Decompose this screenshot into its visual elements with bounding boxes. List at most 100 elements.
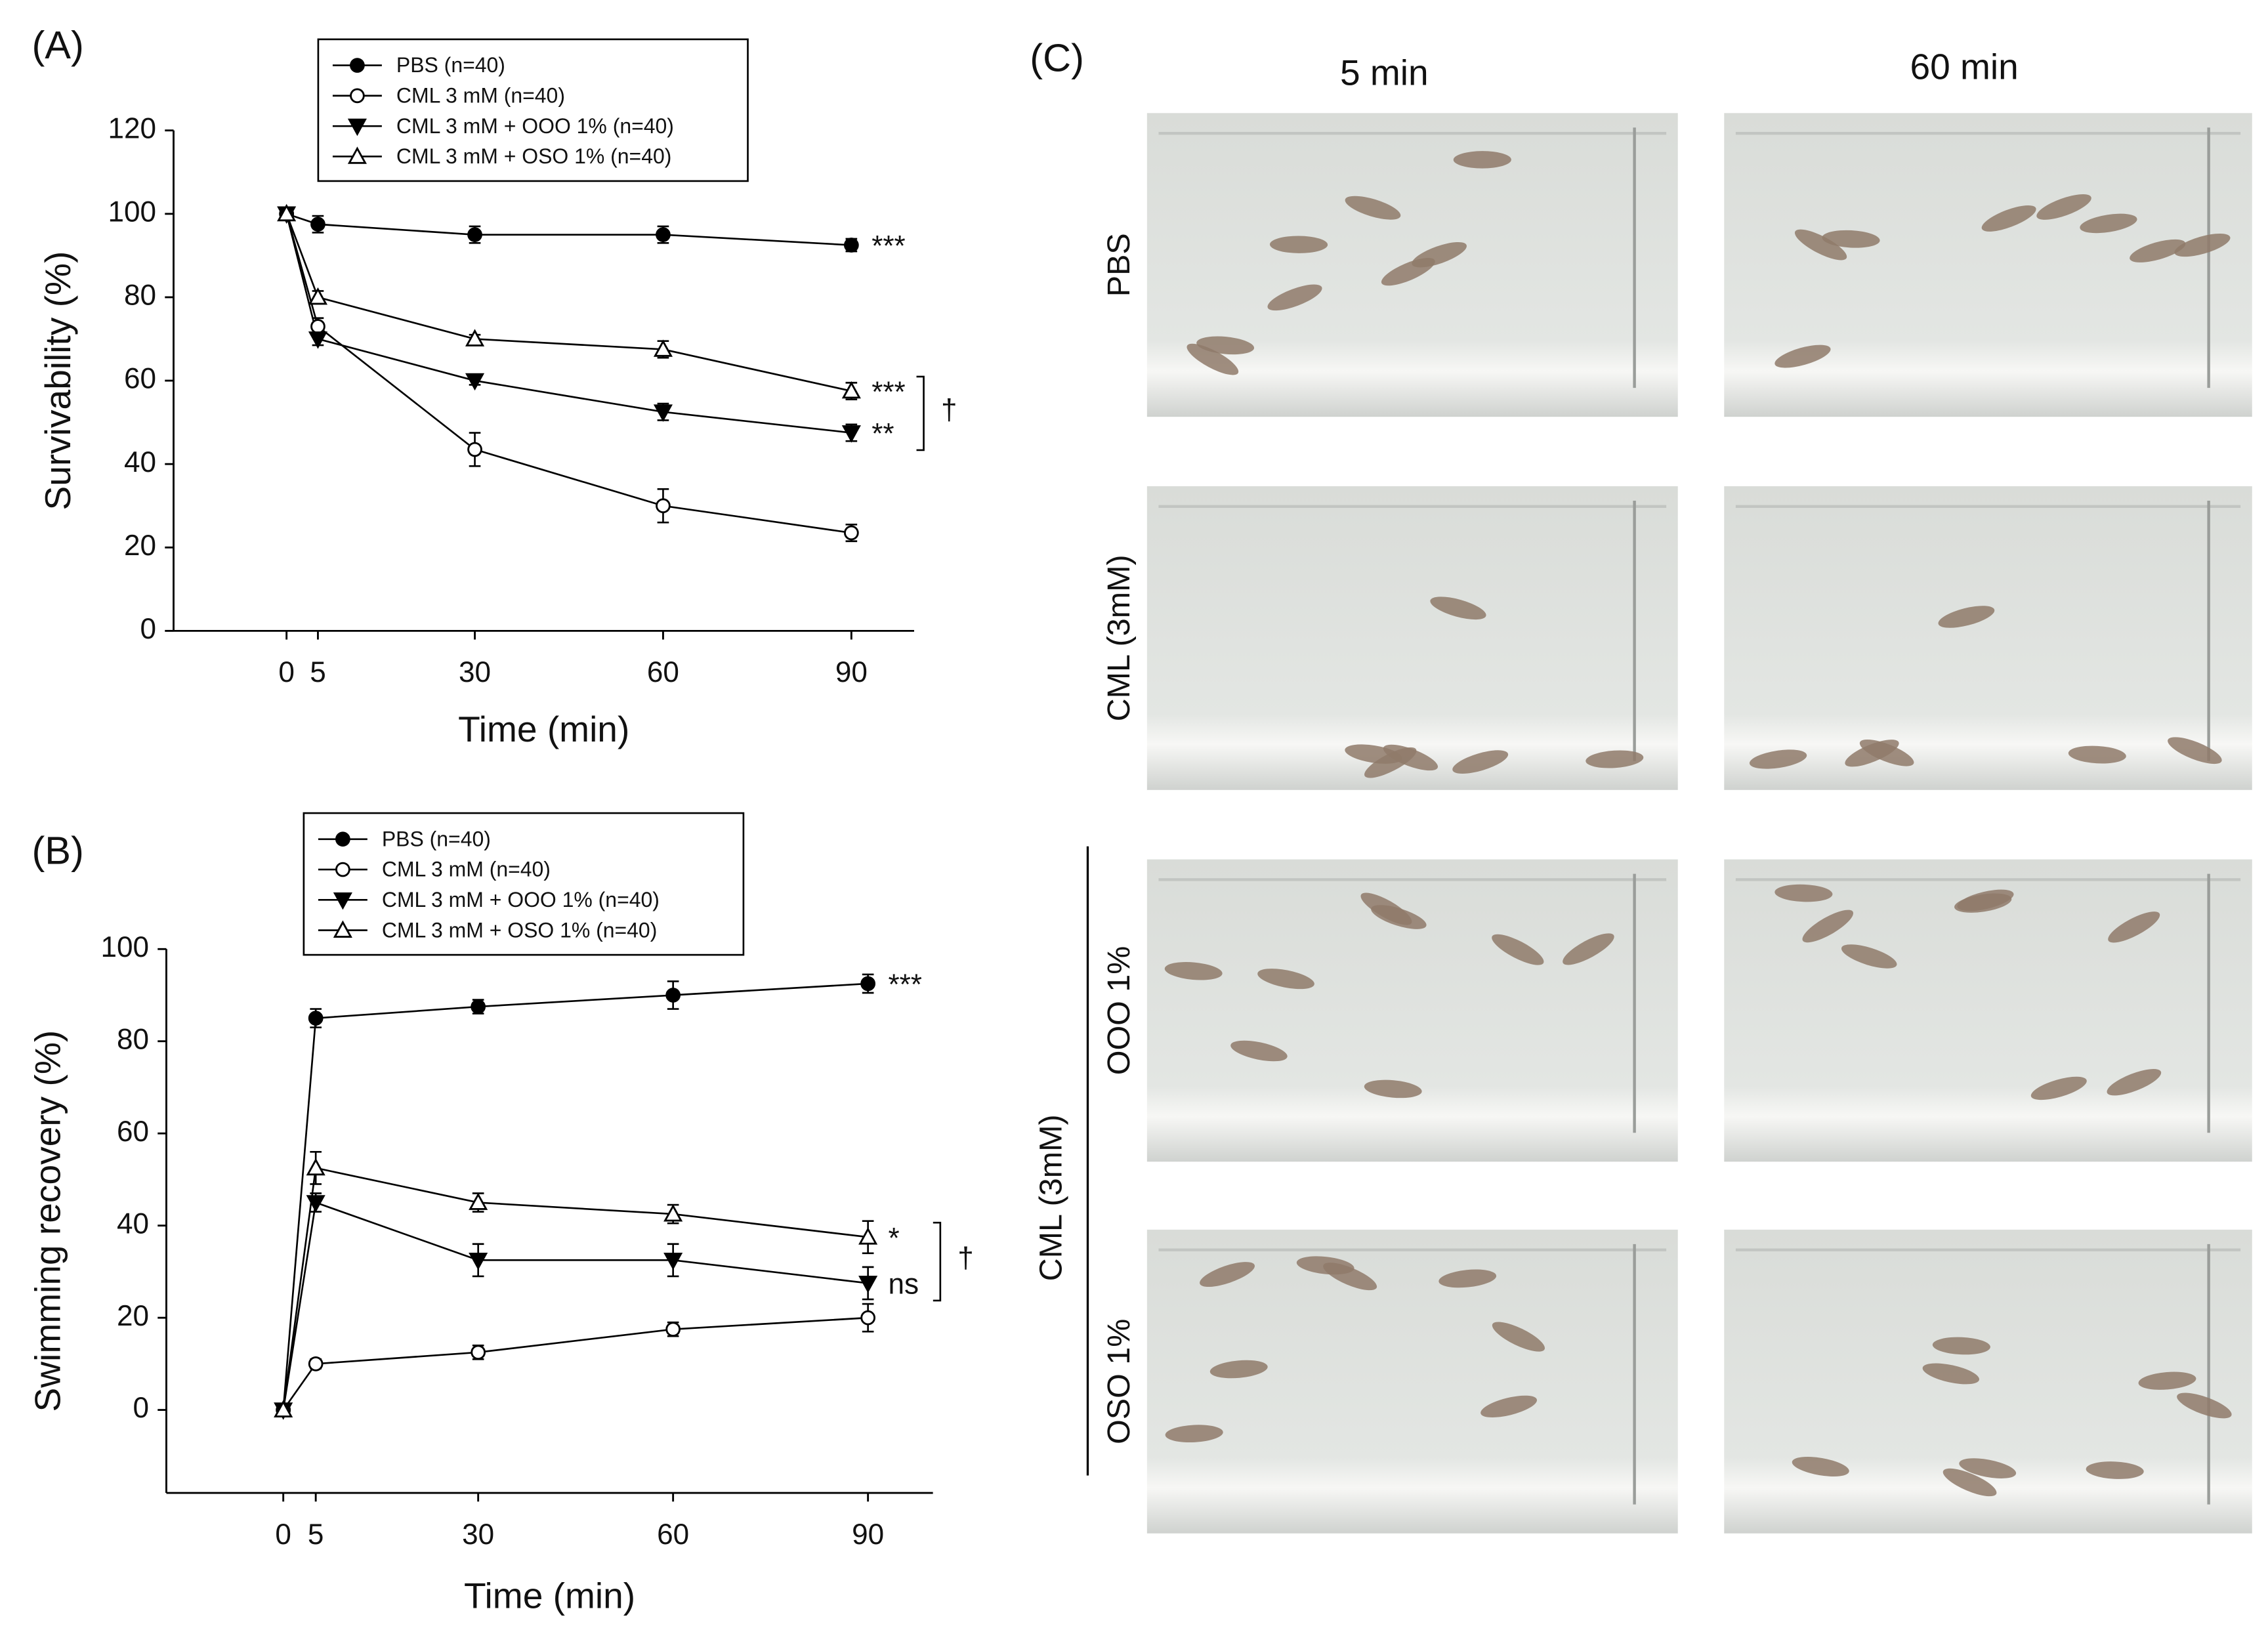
y-axis-label: Swimming recovery (%)	[28, 1030, 68, 1412]
marker	[656, 227, 671, 242]
annotation: *	[888, 1222, 899, 1254]
tank	[1146, 486, 1678, 790]
row-label: PBS	[1101, 233, 1137, 297]
x-tick-label: 90	[835, 656, 868, 688]
fish	[2177, 1392, 2232, 1419]
marker	[841, 425, 861, 443]
marker	[858, 1227, 878, 1245]
fish	[2068, 745, 2126, 764]
fish	[1383, 744, 1438, 771]
x-tick-label: 30	[459, 656, 491, 688]
fish	[1186, 343, 1239, 375]
marker	[274, 1400, 293, 1417]
annotation: **	[872, 418, 894, 450]
marker	[653, 339, 673, 357]
fish	[1209, 1360, 1268, 1379]
legend-label: CML 3 mM + OOO 1% (n=40)	[382, 888, 660, 911]
annotation: ***	[872, 376, 905, 408]
legend-label: CML 3 mM + OSO 1% (n=40)	[382, 918, 657, 942]
row-label: OOO 1%	[1101, 946, 1137, 1076]
legend-label: CML 3 mM (n=40)	[382, 858, 551, 881]
legend-marker	[347, 118, 367, 136]
marker	[860, 976, 875, 992]
photo	[1724, 113, 2252, 417]
fish	[1942, 1468, 1997, 1497]
photo	[1724, 1229, 2252, 1534]
marker	[665, 1322, 681, 1337]
marker	[465, 373, 485, 391]
series-line	[282, 982, 868, 1410]
fish	[2036, 194, 2091, 220]
row-label: OSO 1%	[1101, 1319, 1137, 1444]
group-label: CML (3mM)	[1033, 1114, 1068, 1281]
marker	[663, 1252, 683, 1270]
fish	[1269, 236, 1328, 253]
fish	[1200, 1262, 1255, 1287]
x-tick-label: 5	[308, 1518, 324, 1551]
y-tick-label: 60	[117, 1116, 149, 1148]
y-tick-label: 100	[108, 196, 156, 228]
legend-marker	[333, 892, 352, 910]
tank	[1724, 113, 2252, 417]
fish	[1412, 241, 1467, 268]
marker	[860, 1310, 875, 1326]
marker	[308, 287, 327, 305]
legend-label: CML 3 mM + OSO 1% (n=40)	[396, 144, 671, 168]
panel-label: (C)	[1030, 36, 1084, 80]
fish	[2080, 213, 2137, 234]
marker	[306, 1195, 326, 1213]
column-title: 60 min	[1910, 47, 2018, 87]
panel-label: (B)	[32, 829, 83, 873]
fish	[1859, 739, 1914, 766]
fish	[1371, 905, 1427, 929]
fish	[1802, 910, 1854, 943]
fish	[1230, 1040, 1288, 1062]
fish	[1492, 1322, 1545, 1352]
tank	[1146, 859, 1678, 1162]
fish	[1841, 944, 1897, 969]
fish	[1257, 969, 1314, 990]
marker	[665, 988, 681, 1003]
marker	[277, 203, 297, 222]
marker	[308, 1011, 324, 1026]
x-tick-label: 0	[275, 1518, 291, 1551]
fish	[2130, 239, 2186, 262]
series-line	[285, 213, 852, 534]
legend-marker	[335, 862, 350, 877]
marker	[653, 404, 673, 422]
marker	[467, 442, 482, 457]
y-tick-label: 80	[124, 280, 156, 312]
photo	[1724, 486, 2252, 790]
legend-box	[303, 812, 745, 956]
x-tick-label: 30	[462, 1518, 494, 1551]
marker	[310, 319, 326, 334]
row-label: CML (3mM)	[1101, 554, 1137, 721]
marker	[471, 999, 486, 1015]
marker	[858, 1276, 878, 1293]
x-axis-label: Time (min)	[464, 1575, 635, 1616]
photo	[1146, 113, 1678, 417]
fish	[1932, 1337, 1990, 1355]
fish	[2107, 1069, 2162, 1096]
marker	[843, 238, 859, 253]
tank	[1724, 486, 2252, 790]
legend-marker	[350, 58, 365, 73]
annotation: ns	[888, 1268, 919, 1301]
bracket-label: †	[941, 394, 957, 426]
fish	[1938, 606, 1995, 628]
legend-box	[317, 38, 749, 182]
fish	[1981, 205, 2036, 232]
fish	[1430, 596, 1486, 620]
y-tick-label: 100	[100, 931, 149, 963]
marker	[656, 498, 671, 514]
marker	[310, 217, 326, 232]
fish	[1749, 749, 1807, 769]
x-tick-label: 60	[647, 656, 679, 688]
photo	[1146, 859, 1678, 1162]
marker	[471, 1345, 486, 1360]
fish	[1774, 884, 1833, 902]
marker	[469, 1192, 488, 1210]
legend-marker	[335, 831, 350, 847]
legend-label: PBS (n=40)	[396, 53, 505, 77]
